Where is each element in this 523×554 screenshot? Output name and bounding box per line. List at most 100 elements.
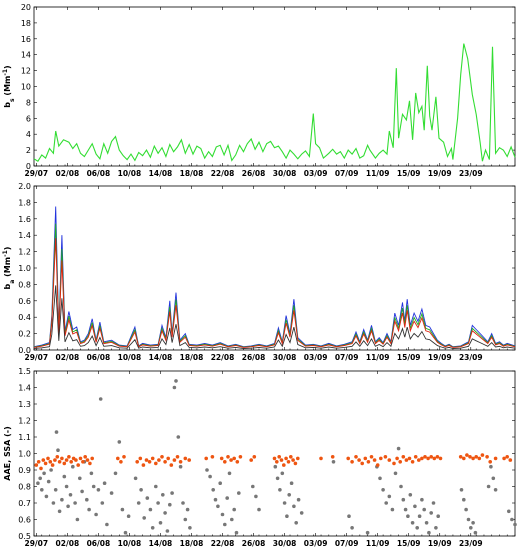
scatter-point: [423, 455, 427, 459]
y-tick-label: 4: [26, 130, 31, 139]
y-tick-label: 14: [21, 51, 31, 60]
scatter-point: [160, 455, 164, 459]
scatter-point: [502, 456, 506, 461]
scatter-point: [62, 461, 67, 466]
y-axis-label-part: b: [3, 283, 12, 289]
y-tick-label: 2.0: [18, 182, 31, 191]
scatter-point: [513, 522, 517, 527]
scatter-point: [426, 456, 430, 461]
scatter-point: [491, 476, 496, 481]
y-tick-label: 0.8: [18, 483, 31, 492]
scatter-point: [292, 504, 296, 509]
y-tick-label: 8: [26, 98, 31, 107]
scatter-point: [417, 458, 421, 462]
x-tick-label: 22/08: [211, 353, 235, 362]
scatter-point: [90, 456, 94, 461]
y-tick-label: 0.5: [18, 532, 31, 541]
scatter-point: [113, 471, 118, 476]
scatter-point: [216, 504, 220, 509]
scatter-point: [429, 511, 434, 515]
scatter-point: [208, 474, 212, 479]
y-tick-label: 0.6: [18, 297, 31, 306]
y-tick-label: 0.4: [18, 313, 31, 322]
scatter-point: [459, 488, 464, 492]
scatter-point: [227, 471, 232, 476]
scatter-point: [36, 481, 40, 486]
scatter-point: [471, 456, 475, 461]
scatter-point: [122, 455, 126, 459]
scatter-point: [67, 455, 71, 459]
series-line-1: [33, 206, 516, 348]
scatter-point: [188, 526, 192, 530]
scatter-point: [138, 456, 143, 461]
y-tick-label: 1.6: [18, 215, 31, 224]
scatter-point: [417, 514, 422, 518]
y-tick-label: 2: [26, 146, 31, 155]
scatter-point: [395, 456, 399, 461]
scatter-point: [273, 464, 278, 469]
scatter-point: [178, 460, 183, 464]
scatter-point: [432, 456, 437, 461]
scatter-point: [375, 463, 380, 467]
scatter-point: [116, 456, 120, 461]
scatter-point: [69, 460, 73, 464]
scatter-point: [286, 460, 291, 464]
scatter-point: [279, 458, 284, 462]
x-tick-label: 19/09: [428, 353, 452, 362]
scatter-point: [372, 458, 377, 462]
scatter-point: [319, 456, 323, 461]
x-tick-label: 07/09: [335, 169, 359, 178]
scatter-point: [185, 507, 190, 512]
y-tick-label: 1.5: [18, 367, 31, 376]
scatter-point: [427, 530, 431, 535]
scatter-point: [272, 456, 277, 461]
y-tick-label: 1.4: [18, 384, 31, 393]
scatter-point: [141, 463, 146, 467]
scatter-point: [148, 507, 153, 512]
scatter-point: [75, 517, 80, 522]
scatter-point: [154, 461, 158, 466]
y-tick-label: 0.8: [18, 280, 31, 289]
scatter-point: [347, 514, 351, 518]
scatter-point: [387, 494, 392, 499]
y-axis-label-part: b: [3, 102, 12, 108]
scatter-point: [387, 458, 392, 462]
scatter-point: [465, 453, 469, 457]
scatter-point: [469, 526, 473, 530]
scatter-point: [299, 511, 304, 515]
scatter-point: [53, 458, 57, 462]
x-tick-label: 14/08: [149, 353, 173, 362]
scatter-point: [102, 481, 107, 486]
scatter-point: [41, 458, 46, 462]
scatter-point: [401, 455, 406, 459]
scatter-point: [172, 458, 177, 462]
scatter-point: [275, 460, 279, 464]
panel-2: 0.0 0.2 0.4 0.6 0.8 1.0 1.2 1.4 1.6 1.8 2.0 29/07 02…: [2, 182, 516, 362]
scatter-point: [296, 497, 301, 502]
scatter-point: [429, 455, 434, 459]
scatter-point: [166, 456, 170, 461]
scatter-point: [424, 521, 429, 525]
scatter-point: [88, 461, 92, 466]
scatter-point: [60, 497, 64, 502]
x-tick-label: 10/08: [118, 353, 142, 362]
scatter-point: [205, 468, 209, 472]
x-tick-label: 19/09: [428, 539, 452, 548]
scatter-point: [473, 530, 478, 535]
series-line-3: [33, 238, 516, 348]
scatter-point: [232, 507, 236, 512]
y-tick-label: 1.8: [18, 198, 31, 207]
y-axis-label-part: -1: [2, 69, 9, 76]
scatter-point: [48, 460, 53, 464]
scatter-point: [401, 497, 406, 502]
scatter-point: [71, 464, 75, 469]
scatter-point: [415, 526, 420, 530]
x-tick-label: 02/08: [56, 539, 80, 548]
scatter-point: [493, 488, 498, 492]
scatter-point: [291, 458, 295, 462]
scatter-point: [89, 471, 94, 476]
scatter-point: [289, 481, 294, 486]
scatter-point: [211, 488, 215, 492]
scatter-point: [254, 494, 258, 499]
scatter-point: [87, 507, 91, 512]
